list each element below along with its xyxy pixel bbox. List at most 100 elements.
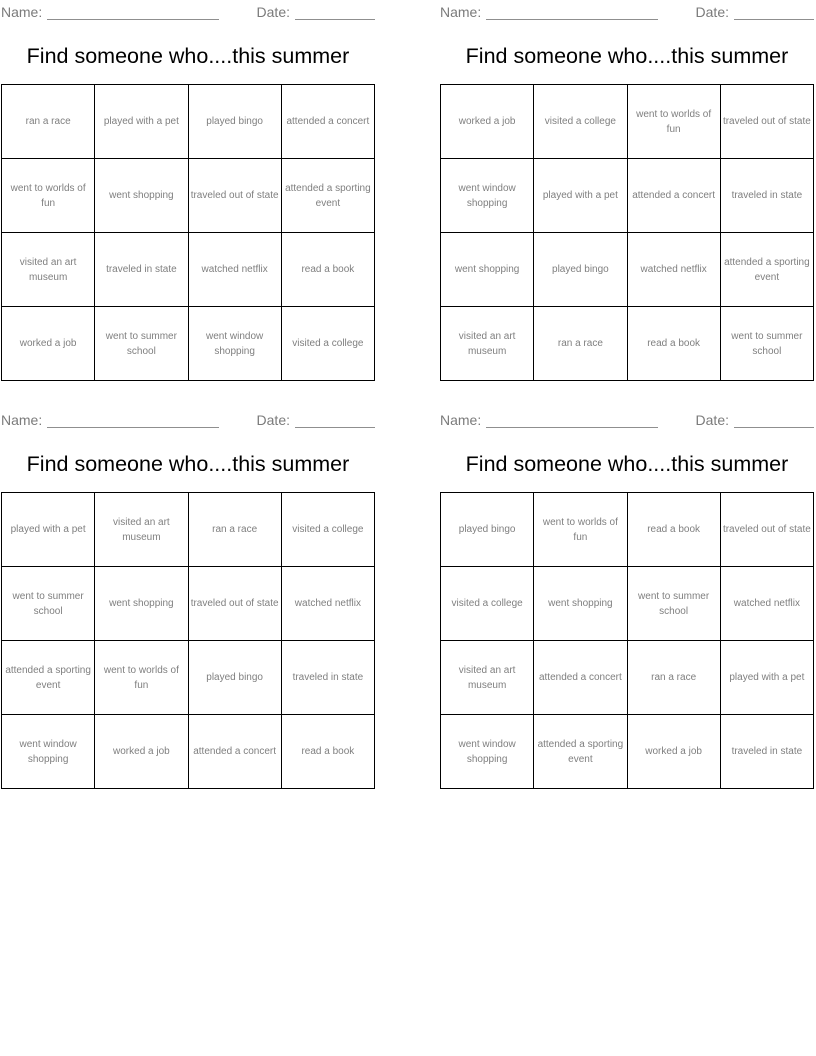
bingo-grid-body: ran a race played with a pet played bingo a…	[0, 84, 376, 381]
card-header: Name: Date:	[440, 410, 814, 428]
name-label: Name:	[440, 4, 482, 20]
bingo-cell: watched netflix	[719, 566, 815, 641]
bingo-cell: read a book	[280, 232, 376, 307]
date-label: Date:	[695, 412, 729, 428]
bingo-row: went to worlds of fun went shopping travel…	[0, 158, 376, 233]
name-field: Name:	[1, 4, 220, 20]
date-field: Date:	[257, 412, 375, 428]
date-label: Date:	[695, 4, 729, 20]
bingo-cell: went window shopping	[439, 158, 535, 233]
bingo-cell: went to summer school	[626, 566, 721, 641]
bingo-cell: played with a pet	[719, 640, 815, 715]
bingo-cell: traveled out of state	[719, 84, 815, 159]
bingo-grid: played bingo went to worlds of fun read a …	[439, 492, 815, 789]
name-field: Name:	[440, 4, 659, 20]
bingo-card: Name: Date: Find someone who....this sum…	[439, 2, 815, 381]
date-field: Date:	[696, 4, 814, 20]
bingo-cell: attended a sporting event	[719, 232, 815, 307]
bingo-row: played bingo went to worlds of fun read a …	[439, 492, 815, 567]
bingo-cell: went to summer school	[719, 306, 815, 381]
date-label: Date:	[256, 412, 290, 428]
bingo-cell: visited a college	[439, 566, 535, 641]
bingo-cell: read a book	[626, 492, 721, 567]
bingo-cell: went to summer school	[0, 566, 96, 641]
bingo-cell: attended a concert	[187, 714, 282, 789]
bingo-cell: attended a sporting event	[0, 640, 96, 715]
bingo-row: visited an art museum ran a race read a bo…	[439, 306, 815, 381]
bingo-row: played with a pet visited an art museum ra…	[0, 492, 376, 567]
bingo-cell: played bingo	[439, 492, 535, 567]
bingo-cell: ran a race	[0, 84, 96, 159]
name-blank-line	[486, 4, 659, 20]
bingo-cell: ran a race	[187, 492, 282, 567]
bingo-cell: went to worlds of fun	[94, 640, 189, 715]
bingo-cell: played bingo	[187, 640, 282, 715]
bingo-cell: traveled in state	[719, 714, 815, 789]
name-label: Name:	[1, 412, 43, 428]
date-blank-line	[734, 412, 814, 428]
name-label: Name:	[440, 412, 482, 428]
card-title: Find someone who....this summer	[26, 452, 350, 476]
bingo-grid-body: worked a job visited a college went to wor…	[439, 84, 815, 381]
bingo-cell: visited an art museum	[439, 306, 535, 381]
card-header: Name: Date:	[1, 2, 375, 20]
bingo-cell: attended a concert	[280, 84, 376, 159]
bingo-row: visited an art museum traveled in state wa…	[0, 232, 376, 307]
bingo-cell: visited an art museum	[439, 640, 535, 715]
name-blank-line	[47, 412, 220, 428]
bingo-cell: visited a college	[280, 306, 376, 381]
bingo-cell: went window shopping	[0, 714, 96, 789]
bingo-cell: attended a concert	[533, 640, 628, 715]
bingo-cell: traveled in state	[719, 158, 815, 233]
bingo-grid: ran a race played with a pet played bingo a…	[0, 84, 376, 381]
bingo-cell: traveled out of state	[187, 566, 282, 641]
bingo-cell: went to worlds of fun	[0, 158, 96, 233]
name-blank-line	[47, 4, 220, 20]
bingo-cell: traveled in state	[94, 232, 189, 307]
bingo-cell: worked a job	[0, 306, 96, 381]
bingo-cell: attended a sporting event	[280, 158, 376, 233]
bingo-cell: worked a job	[626, 714, 721, 789]
bingo-cell: visited a college	[533, 84, 628, 159]
card-header: Name: Date:	[440, 2, 814, 20]
bingo-cell: played with a pet	[0, 492, 96, 567]
bingo-cell: went window shopping	[439, 714, 535, 789]
bingo-row: went window shopping worked a job attended…	[0, 714, 376, 789]
bingo-cell: went to worlds of fun	[626, 84, 721, 159]
card-title: Find someone who....this summer	[465, 44, 789, 68]
bingo-grid: worked a job visited a college went to wor…	[439, 84, 815, 381]
bingo-cell: visited a college	[280, 492, 376, 567]
bingo-cell: went shopping	[439, 232, 535, 307]
date-label: Date:	[256, 4, 290, 20]
bingo-cell: watched netflix	[280, 566, 376, 641]
bingo-row: visited an art museum attended a concert r…	[439, 640, 815, 715]
bingo-grid-body: played bingo went to worlds of fun read a …	[439, 492, 815, 789]
card-title: Find someone who....this summer	[26, 44, 350, 68]
bingo-cell: went shopping	[94, 566, 189, 641]
name-blank-line	[486, 412, 659, 428]
bingo-cell: read a book	[626, 306, 721, 381]
bingo-cell: played with a pet	[533, 158, 628, 233]
bingo-cell: went shopping	[94, 158, 189, 233]
bingo-row: worked a job visited a college went to wor…	[439, 84, 815, 159]
date-blank-line	[295, 412, 375, 428]
date-field: Date:	[257, 4, 375, 20]
bingo-row: worked a job went to summer school went wi…	[0, 306, 376, 381]
date-blank-line	[734, 4, 814, 20]
bingo-cell: attended a concert	[626, 158, 721, 233]
bingo-row: visited a college went shopping went to su…	[439, 566, 815, 641]
bingo-card: Name: Date: Find someone who....this sum…	[0, 2, 376, 381]
name-label: Name:	[1, 4, 43, 20]
bingo-card: Name: Date: Find someone who....this sum…	[439, 410, 815, 789]
bingo-cell: ran a race	[533, 306, 628, 381]
bingo-cell: went window shopping	[187, 306, 282, 381]
bingo-row: ran a race played with a pet played bingo a…	[0, 84, 376, 159]
bingo-cell: went to summer school	[94, 306, 189, 381]
date-blank-line	[295, 4, 375, 20]
bingo-cell: went to worlds of fun	[533, 492, 628, 567]
date-field: Date:	[696, 412, 814, 428]
bingo-row: went window shopping played with a pet att…	[439, 158, 815, 233]
bingo-grid: played with a pet visited an art museum ra…	[0, 492, 376, 789]
name-field: Name:	[1, 412, 220, 428]
